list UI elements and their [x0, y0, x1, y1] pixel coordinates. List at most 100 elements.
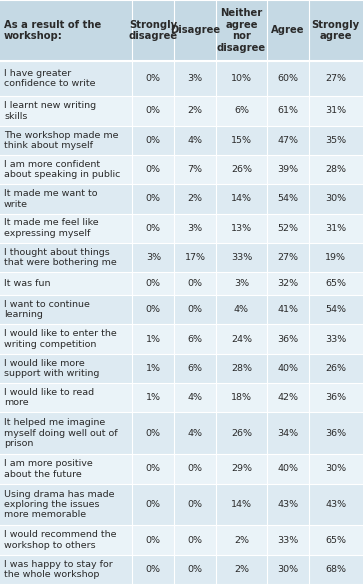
Text: 40%: 40%	[277, 364, 298, 373]
Text: 4%: 4%	[234, 305, 249, 314]
Text: 2%: 2%	[234, 536, 249, 544]
Bar	[0, 555, 363, 584]
Text: 54%: 54%	[277, 194, 298, 203]
Bar	[0, 484, 363, 526]
Text: 0%: 0%	[146, 106, 161, 116]
Bar	[0, 214, 363, 243]
Text: 36%: 36%	[325, 393, 346, 402]
Text: Strongly
agree: Strongly agree	[312, 19, 360, 41]
Text: Agree: Agree	[271, 25, 305, 36]
Text: I would like more
support with writing: I would like more support with writing	[4, 359, 99, 378]
Text: 26%: 26%	[325, 364, 346, 373]
Text: 6%: 6%	[188, 335, 203, 343]
Text: 17%: 17%	[185, 253, 205, 262]
Text: 43%: 43%	[325, 500, 346, 509]
Text: 0%: 0%	[188, 464, 203, 474]
Text: I am more confident
about speaking in public: I am more confident about speaking in pu…	[4, 160, 121, 179]
Text: 0%: 0%	[146, 565, 161, 574]
Bar	[0, 96, 363, 126]
Text: 0%: 0%	[188, 565, 203, 574]
Text: 18%: 18%	[231, 393, 252, 402]
Text: 1%: 1%	[146, 335, 161, 343]
Text: 0%: 0%	[146, 135, 161, 145]
Bar	[0, 526, 363, 555]
Text: 0%: 0%	[146, 500, 161, 509]
Text: 0%: 0%	[146, 74, 161, 83]
Bar	[0, 383, 363, 412]
Text: I would like to enter the
writing competition: I would like to enter the writing compet…	[4, 329, 117, 349]
Text: 2%: 2%	[234, 565, 249, 574]
Text: 27%: 27%	[277, 253, 298, 262]
Text: 0%: 0%	[188, 279, 203, 288]
Text: 14%: 14%	[231, 194, 252, 203]
Text: 36%: 36%	[325, 429, 346, 438]
Text: 0%: 0%	[188, 500, 203, 509]
Text: 26%: 26%	[231, 429, 252, 438]
Text: 61%: 61%	[277, 106, 298, 116]
Text: 29%: 29%	[231, 464, 252, 474]
Text: It made me feel like
expressing myself: It made me feel like expressing myself	[4, 218, 99, 238]
Text: 0%: 0%	[146, 165, 161, 174]
Text: 3%: 3%	[234, 279, 249, 288]
Text: 35%: 35%	[325, 135, 346, 145]
Text: 33%: 33%	[277, 536, 298, 544]
Text: 1%: 1%	[146, 364, 161, 373]
Text: I have greater
confidence to write: I have greater confidence to write	[4, 69, 95, 88]
Bar	[0, 126, 363, 155]
Text: 10%: 10%	[231, 74, 252, 83]
Text: 52%: 52%	[277, 224, 298, 232]
Text: It made me want to
write: It made me want to write	[4, 189, 98, 208]
Bar	[0, 454, 363, 484]
Text: 6%: 6%	[234, 106, 249, 116]
Bar	[0, 354, 363, 383]
Text: 68%: 68%	[325, 565, 346, 574]
Text: 6%: 6%	[188, 364, 203, 373]
Text: 34%: 34%	[277, 429, 298, 438]
Text: 0%: 0%	[146, 194, 161, 203]
Text: 0%: 0%	[146, 429, 161, 438]
Text: 0%: 0%	[146, 464, 161, 474]
Text: 19%: 19%	[325, 253, 346, 262]
Text: 0%: 0%	[146, 305, 161, 314]
Bar	[0, 61, 363, 96]
Text: Disagree: Disagree	[170, 25, 220, 36]
Text: 27%: 27%	[325, 74, 346, 83]
Text: 2%: 2%	[188, 194, 203, 203]
Bar	[0, 272, 363, 295]
Bar	[0, 184, 363, 214]
Text: 31%: 31%	[325, 106, 346, 116]
Text: 65%: 65%	[325, 279, 346, 288]
Text: I am more positive
about the future: I am more positive about the future	[4, 459, 93, 478]
Bar	[0, 0, 363, 61]
Text: I learnt new writing
skills: I learnt new writing skills	[4, 101, 96, 121]
Text: 15%: 15%	[231, 135, 252, 145]
Text: I would recommend the
workshop to others: I would recommend the workshop to others	[4, 530, 117, 550]
Text: I want to continue
learning: I want to continue learning	[4, 300, 90, 319]
Text: 2%: 2%	[188, 106, 203, 116]
Text: 0%: 0%	[146, 279, 161, 288]
Text: 4%: 4%	[188, 135, 203, 145]
Text: 3%: 3%	[188, 74, 203, 83]
Text: It helped me imagine
myself doing well out of
prison: It helped me imagine myself doing well o…	[4, 418, 118, 448]
Text: 32%: 32%	[277, 279, 298, 288]
Text: 33%: 33%	[231, 253, 252, 262]
Text: 36%: 36%	[277, 335, 298, 343]
Text: 28%: 28%	[325, 165, 346, 174]
Bar	[0, 325, 363, 354]
Text: 1%: 1%	[146, 393, 161, 402]
Text: As a result of the
workshop:: As a result of the workshop:	[4, 19, 101, 41]
Text: 0%: 0%	[146, 224, 161, 232]
Text: 39%: 39%	[277, 165, 298, 174]
Text: I thought about things
that were bothering me: I thought about things that were botheri…	[4, 248, 117, 267]
Text: 14%: 14%	[231, 500, 252, 509]
Text: I was happy to stay for
the whole workshop: I was happy to stay for the whole worksh…	[4, 559, 113, 579]
Text: 24%: 24%	[231, 335, 252, 343]
Text: Strongly
disagree: Strongly disagree	[129, 19, 178, 41]
Text: I would like to read
more: I would like to read more	[4, 388, 94, 408]
Text: 28%: 28%	[231, 364, 252, 373]
Text: 47%: 47%	[277, 135, 298, 145]
Bar	[0, 295, 363, 325]
Text: 54%: 54%	[325, 305, 346, 314]
Bar	[0, 155, 363, 184]
Text: 60%: 60%	[277, 74, 298, 83]
